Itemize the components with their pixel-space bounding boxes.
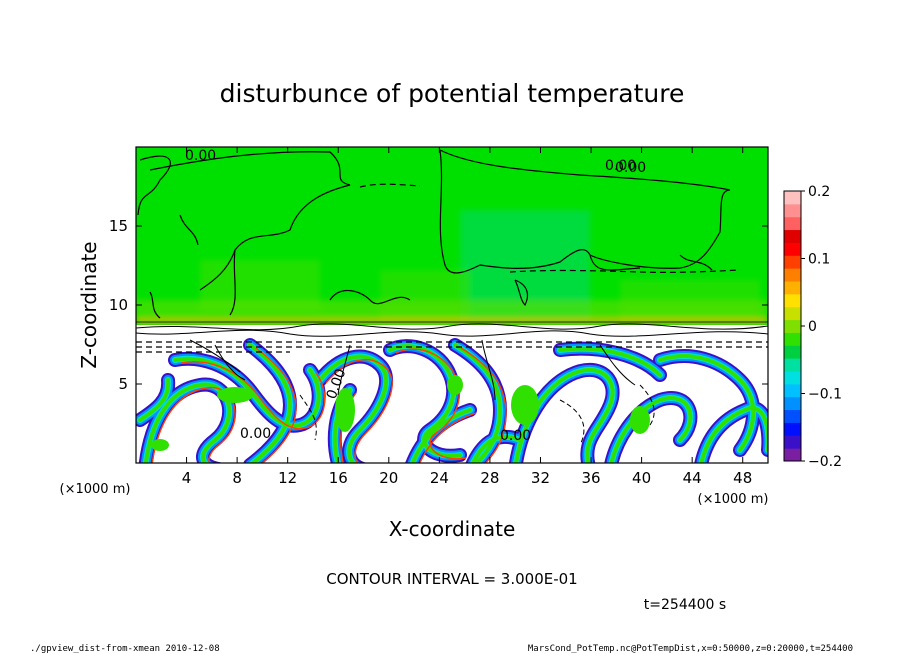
time-label: t=254400 s	[644, 597, 726, 613]
field-swirl-band	[173, 356, 321, 428]
colorbar-tick-label: 0.2	[808, 184, 830, 200]
contour-labels: 0.000.000.000.000.000.00	[185, 148, 646, 444]
field-swirl-band	[410, 408, 472, 463]
x-tick-label: 8	[232, 469, 242, 487]
x-axis-ticks: 4 8 12 16 20 24 28 32 36 40 44 48	[182, 147, 752, 487]
contour-lines-dashed	[136, 183, 768, 353]
boundary-contours	[136, 321, 768, 337]
colorbar-tick-label: −0.1	[808, 387, 842, 403]
colorbar-swatch	[784, 203, 801, 218]
field-swirl-band	[453, 343, 502, 463]
colorbar-swatch	[784, 422, 801, 436]
colorbar	[783, 190, 802, 462]
field-green-patch	[630, 406, 650, 434]
x-tick-label: 36	[581, 469, 600, 487]
colorbar-swatch	[784, 332, 801, 346]
colorbar-swatch	[784, 229, 801, 243]
colorbar-swatch	[784, 242, 801, 256]
field-contour-dashed	[639, 384, 655, 426]
contour-label: 0.00	[605, 158, 636, 174]
colorbar-swatch	[784, 358, 801, 372]
field-rim	[419, 412, 477, 463]
field-green-patch	[151, 439, 169, 451]
y-axis-ticks: 5 10 15	[109, 217, 768, 393]
footer-left: ./gpview_dist-from-xmean 2010-12-08	[30, 644, 220, 654]
field-rim	[395, 348, 467, 460]
y-tick-label: 5	[118, 375, 128, 393]
field-rim	[325, 358, 393, 463]
colorbar-swatch	[784, 396, 801, 411]
field-swirl-band	[248, 343, 292, 463]
colorbar-swatch	[784, 383, 801, 398]
field-swirl-band	[138, 378, 171, 422]
colorbar-swatch	[784, 191, 801, 205]
colorbar-swatch	[784, 448, 801, 462]
colorbar-swatch	[784, 319, 801, 333]
x-tick-label: 16	[329, 469, 348, 487]
colorbar-swatch	[784, 281, 801, 295]
colorbar-tick-label: −0.2	[808, 454, 842, 470]
x-tick-label: 12	[278, 469, 297, 487]
x-tick-label: 28	[480, 469, 499, 487]
x-unit-right: (×1000 m)	[698, 492, 769, 507]
contour-label: 0.00	[500, 428, 531, 444]
plot-area: 0.000.000.000.000.000.00	[136, 147, 768, 463]
contour-label: 0.00	[240, 426, 271, 442]
field-contour	[337, 344, 351, 396]
x-tick-label: 48	[733, 469, 752, 487]
field-green-patch	[511, 385, 539, 425]
contour-interval: CONTOUR INTERVAL = 3.000E-01	[326, 570, 577, 588]
colorbar-tick-label: 0.1	[808, 252, 830, 268]
field-swirl-band	[470, 434, 522, 463]
field-contour	[189, 339, 241, 373]
colorbar-swatch	[784, 255, 801, 269]
x-tick-label: 20	[379, 469, 398, 487]
field-contour	[481, 339, 496, 401]
footer-right: MarsCond_PotTemp.nc@PotTempDist,x=0:5000…	[528, 644, 853, 654]
chart-title: disturbunce of potential temperature	[220, 79, 685, 108]
contour-lines	[137, 149, 731, 319]
colorbar-ticks: 0.2 0.1 0 −0.1 −0.2	[801, 184, 842, 470]
x-tick-label: 44	[683, 469, 702, 487]
colorbar-swatch	[784, 216, 801, 231]
x-unit-left: (×1000 m)	[60, 482, 131, 497]
field-upper-variations	[136, 210, 768, 324]
field-contour-dashed	[559, 399, 585, 446]
field-contour	[599, 344, 636, 386]
field-swirl-band	[558, 346, 662, 377]
colorbar-swatch	[784, 409, 801, 423]
colorbar-swatch	[784, 345, 801, 359]
field-rim	[255, 347, 297, 463]
colorbar-swatch	[784, 293, 801, 308]
x-tick-label: 24	[430, 469, 449, 487]
field-green-patch	[335, 388, 355, 432]
field-swirl-band	[318, 354, 389, 463]
field-green-patch	[217, 387, 253, 403]
y-axis-label: Z-coordinate	[77, 241, 101, 368]
x-tick-label: 4	[182, 469, 192, 487]
colorbar-swatch	[784, 371, 801, 385]
field-green-patch	[447, 375, 463, 395]
field-swirl-band	[658, 354, 756, 452]
field-lower-structures	[136, 338, 768, 463]
y-tick-label: 10	[109, 296, 128, 314]
x-tick-label: 32	[531, 469, 550, 487]
contour-label: 0.00	[185, 148, 216, 164]
field-rim	[180, 361, 326, 430]
y-tick-label: 15	[109, 217, 128, 235]
colorbar-swatch	[784, 268, 801, 282]
contour-label: 0.00	[615, 160, 646, 176]
x-tick-label: 40	[632, 469, 651, 487]
colorbar-swatch	[784, 306, 801, 321]
field-swirl-band	[609, 396, 693, 463]
colorbar-swatch	[784, 435, 801, 449]
field-contour-dashed	[299, 394, 317, 441]
field-contour	[214, 344, 246, 381]
x-axis-label: X-coordinate	[389, 517, 516, 541]
colorbar-tick-label: 0	[808, 319, 817, 335]
